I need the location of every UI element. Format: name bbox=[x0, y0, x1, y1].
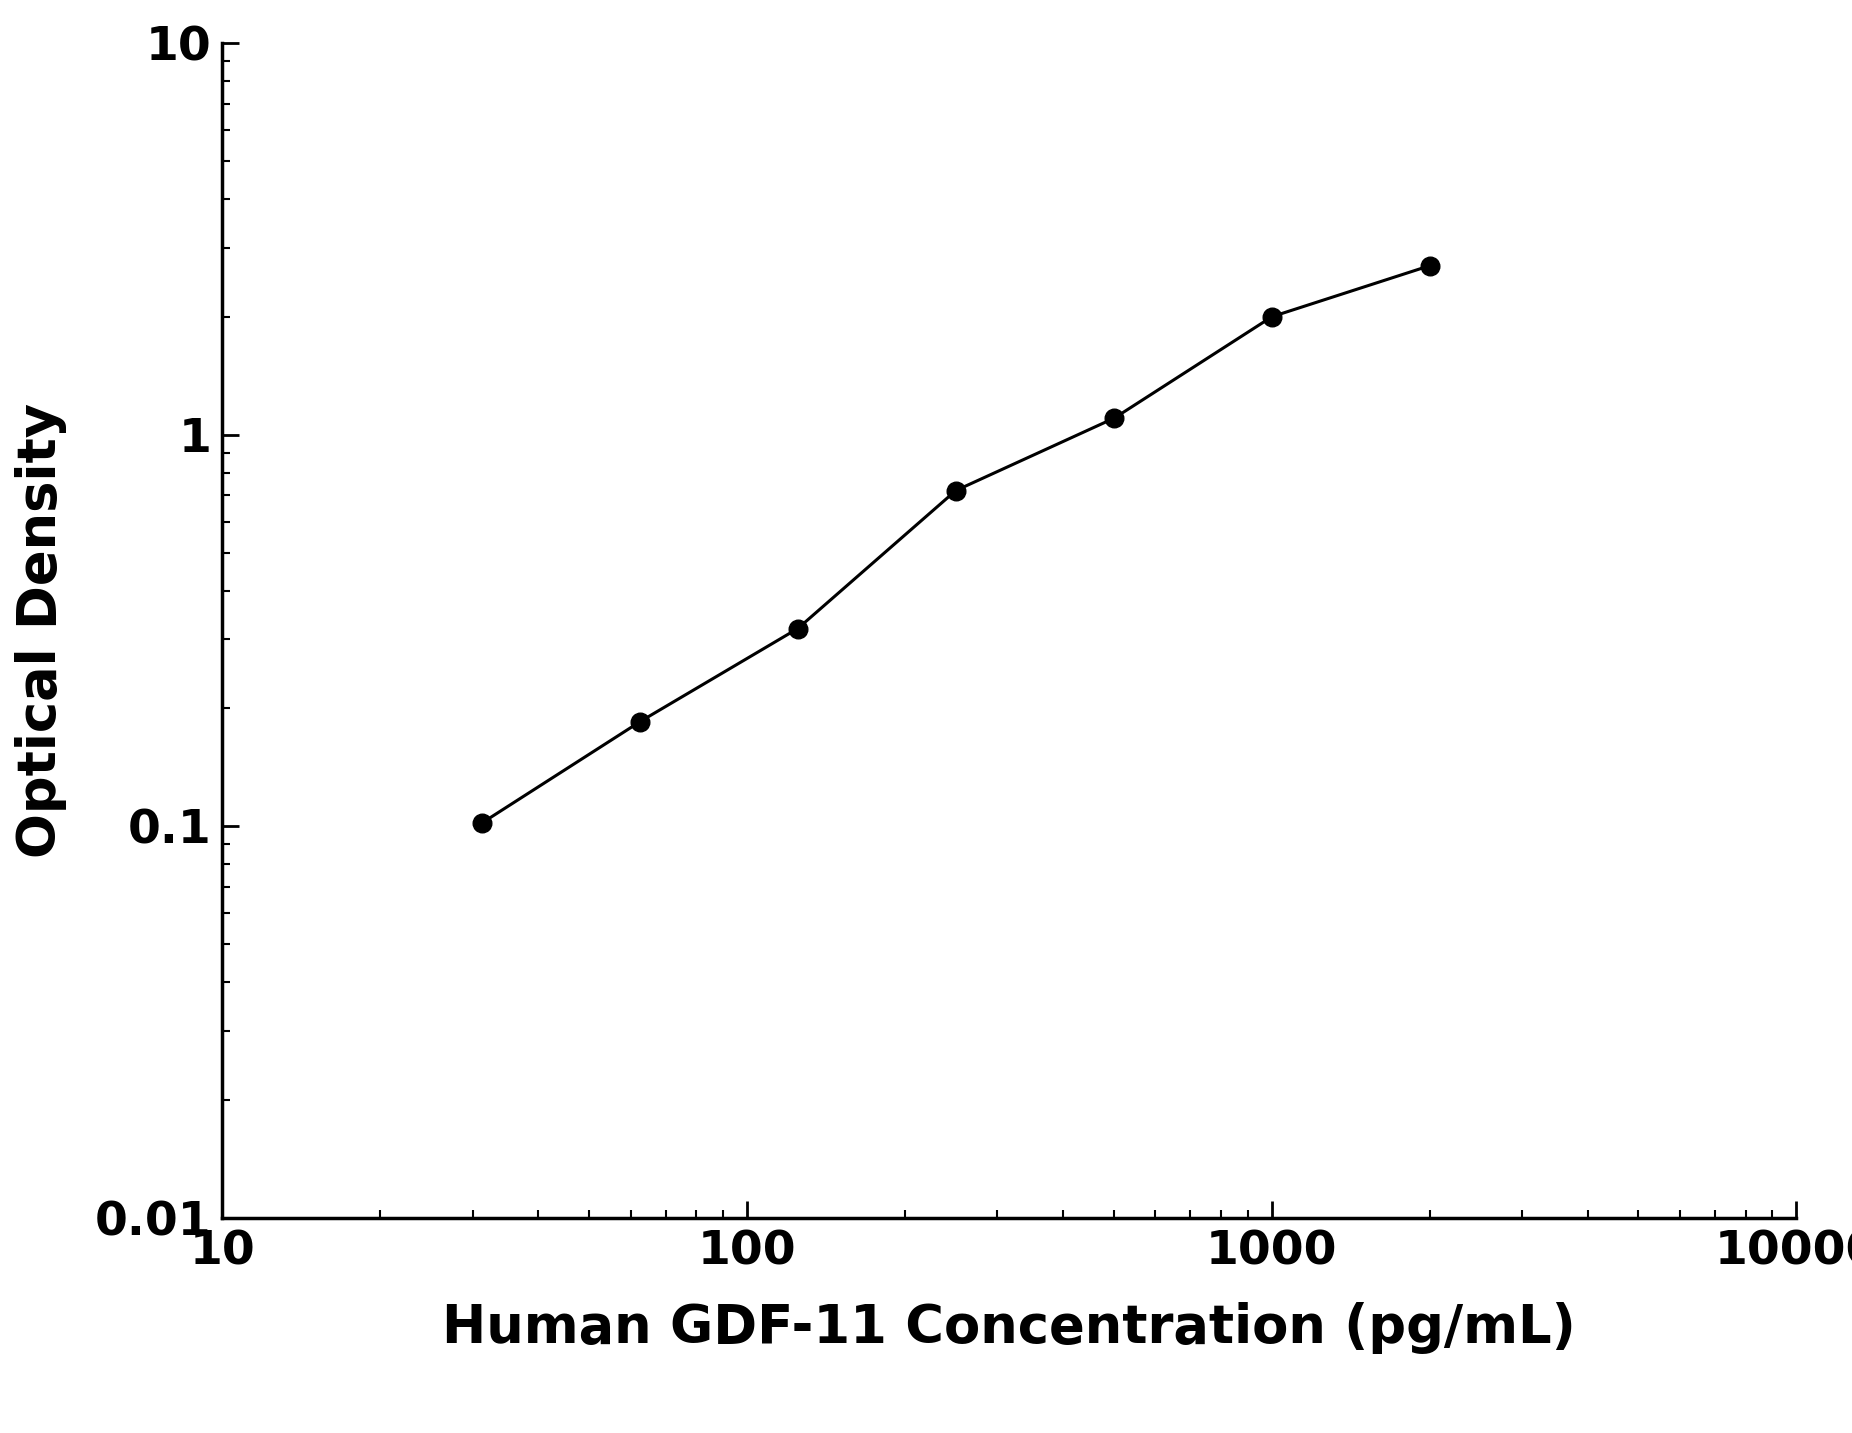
Point bbox=[624, 711, 654, 734]
Point bbox=[941, 479, 970, 502]
Y-axis label: Optical Density: Optical Density bbox=[15, 403, 67, 858]
Point bbox=[1258, 305, 1287, 328]
Point bbox=[1098, 407, 1128, 430]
Point bbox=[467, 811, 496, 834]
X-axis label: Human GDF-11 Concentration (pg/mL): Human GDF-11 Concentration (pg/mL) bbox=[443, 1303, 1576, 1354]
Point bbox=[783, 618, 813, 641]
Point bbox=[1415, 254, 1445, 277]
